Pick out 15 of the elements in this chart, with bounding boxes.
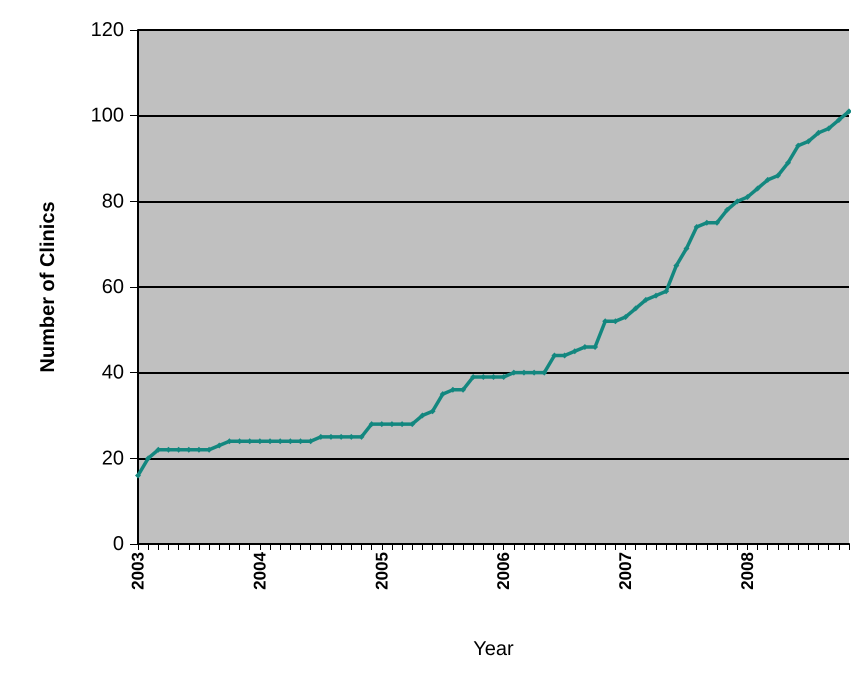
y-tick-label: 60 [102,276,124,298]
y-tick-label: 80 [102,190,124,212]
x-tick-label: 2005 [372,552,392,590]
x-tick-label: 2006 [494,552,514,590]
x-tick-label: 2008 [738,552,757,590]
x-tick-label: 2007 [616,552,636,590]
x-axis-title: Year [473,638,514,660]
y-tick-label: 20 [102,447,124,470]
y-tick-label: 0 [112,533,124,555]
y-tick-label: 40 [102,362,124,384]
x-tick-label: 2003 [128,552,148,590]
x-tick-label: 2004 [250,551,270,590]
y-tick-label: 120 [90,19,124,41]
y-axis-title: Number of Clinics [37,201,59,373]
y-tick-label: 100 [90,104,124,127]
